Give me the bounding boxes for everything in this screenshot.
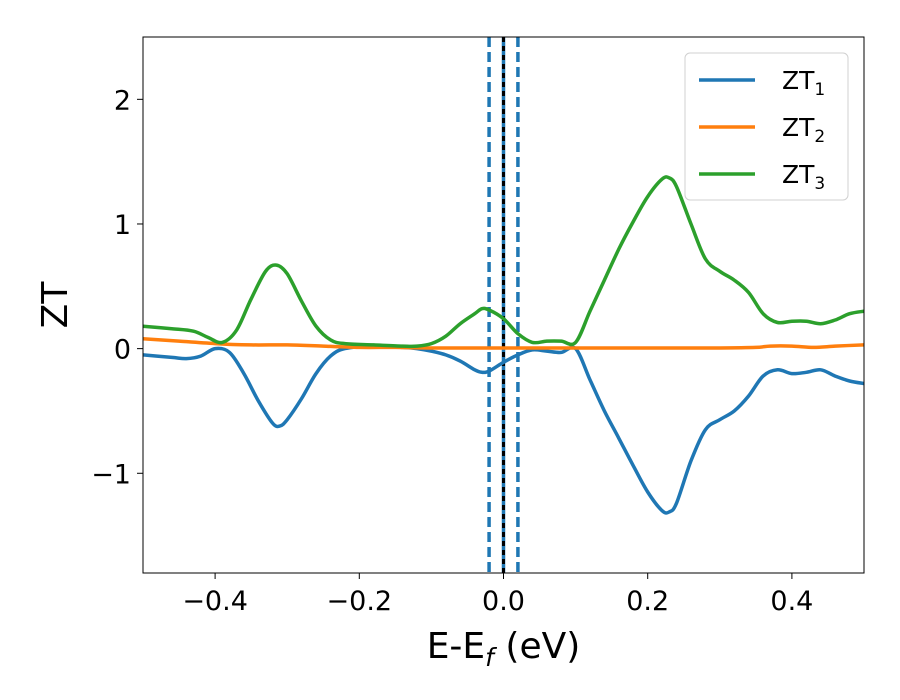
y-axis-label: ZT xyxy=(35,281,76,329)
x-tick-label: 0.4 xyxy=(770,586,813,617)
legend-label-main: ZT xyxy=(782,113,815,142)
series-line-3 xyxy=(143,175,864,349)
series-line-2 xyxy=(143,336,864,350)
x-axis-label-main: E-E xyxy=(427,626,485,667)
x-tick-label: −0.2 xyxy=(327,586,393,617)
x-axis-ticks: −0.4 −0.2 0.0 0.2 0.4 xyxy=(182,573,813,617)
legend-label-main: ZT xyxy=(782,160,815,189)
legend-label-sub: 1 xyxy=(814,80,825,100)
legend-label-1: ZT1 xyxy=(782,66,825,100)
x-tick-label: 0.0 xyxy=(482,586,525,617)
legend-label-main: ZT xyxy=(782,66,815,95)
legend-label-sub: 2 xyxy=(814,127,825,147)
y-tick-label: 1 xyxy=(114,210,131,241)
series-line-1 xyxy=(143,344,864,515)
legend-label-3: ZT3 xyxy=(782,160,825,194)
y-tick-label: 2 xyxy=(114,85,131,116)
vertical-markers xyxy=(487,37,520,573)
y-tick-label: 0 xyxy=(114,335,131,366)
x-tick-label: 0.2 xyxy=(626,586,669,617)
legend-label-sub: 3 xyxy=(814,174,825,194)
x-axis-label-unit: (eV) xyxy=(494,626,580,667)
series-lines xyxy=(143,175,864,515)
legend-label-2: ZT2 xyxy=(782,113,825,147)
x-tick-label: −0.4 xyxy=(182,586,248,617)
y-axis-ticks: −1 0 1 2 xyxy=(91,85,143,490)
y-tick-label: −1 xyxy=(91,459,131,490)
legend-box xyxy=(684,52,849,201)
x-axis-label: E-Ef (eV) xyxy=(427,626,581,672)
